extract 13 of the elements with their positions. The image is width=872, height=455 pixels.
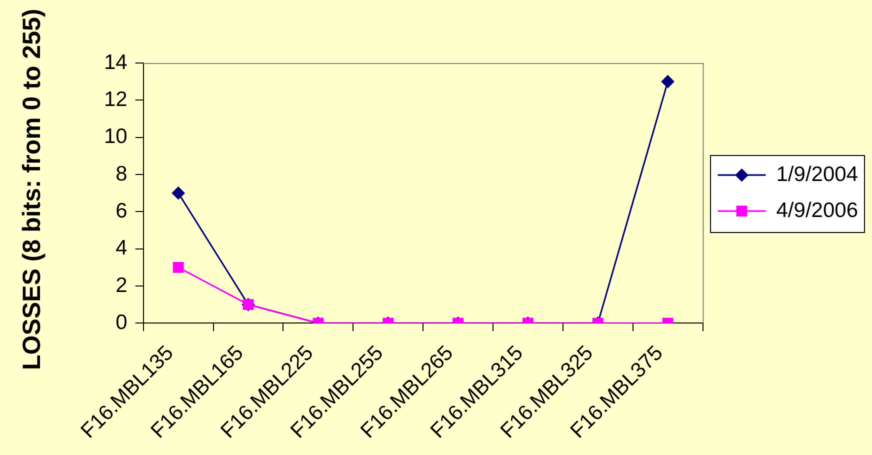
- point: [661, 75, 674, 88]
- y-axis-title: LOSSES (8 bits: from 0 to 255): [18, 8, 46, 370]
- y-tick-label: 6: [116, 199, 128, 222]
- y-tick-label: 10: [104, 125, 128, 148]
- point: [172, 186, 185, 200]
- y-tick-label: 4: [116, 236, 128, 260]
- y-tick-label: 8: [116, 162, 128, 186]
- y-tick-label: 2: [116, 274, 128, 297]
- legend-label: 4/9/2006: [776, 198, 858, 222]
- y-tick-label: 12: [104, 88, 128, 111]
- legend-label: 1/9/2004: [776, 162, 858, 186]
- y-tick-label: 14: [104, 50, 128, 74]
- y-tick-label: 0: [116, 310, 128, 334]
